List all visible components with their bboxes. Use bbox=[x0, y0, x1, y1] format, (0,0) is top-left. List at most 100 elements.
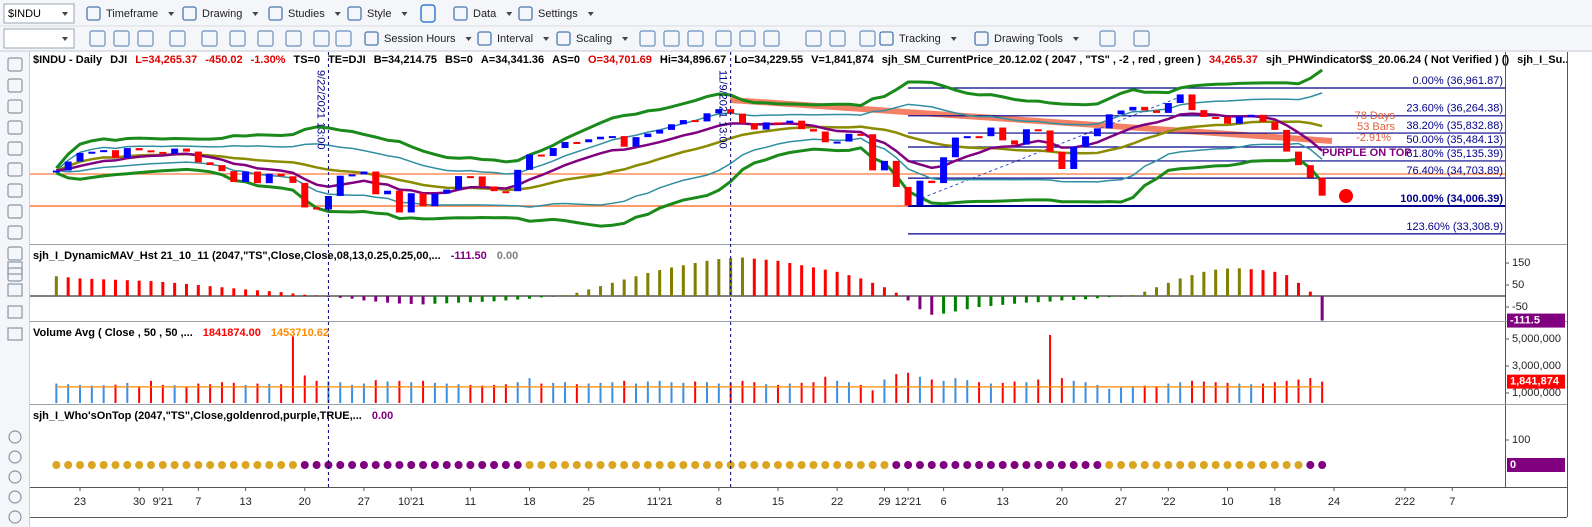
on-top-dot bbox=[584, 461, 593, 469]
candle bbox=[1200, 110, 1208, 117]
volume-bar bbox=[185, 386, 188, 403]
tool-icon[interactable] bbox=[7, 120, 23, 135]
tool-icon[interactable] bbox=[7, 283, 23, 297]
toolbar-button[interactable] bbox=[1133, 30, 1150, 47]
toolbar-button[interactable] bbox=[739, 30, 756, 47]
candle bbox=[999, 127, 1007, 141]
toolbar-menu[interactable]: Data bbox=[473, 8, 497, 20]
tool-icon[interactable] bbox=[7, 261, 23, 275]
toolbar-menu[interactable]: Scaling bbox=[576, 33, 612, 45]
on-top-dot bbox=[525, 461, 534, 469]
volume-bar bbox=[883, 379, 886, 403]
toolbar-button[interactable] bbox=[1099, 30, 1116, 47]
toolbar-menu[interactable]: Drawing Tools bbox=[994, 33, 1063, 45]
toolbar-menu[interactable]: Timeframe bbox=[106, 8, 158, 20]
tool-icon[interactable] bbox=[7, 99, 23, 114]
on-top-dot bbox=[430, 461, 439, 469]
histogram-bar bbox=[362, 296, 366, 301]
volume-bar bbox=[1013, 381, 1016, 403]
tool-icon[interactable] bbox=[7, 204, 23, 219]
toolbar-menu[interactable]: Style bbox=[367, 8, 391, 20]
tool-icon[interactable] bbox=[7, 141, 23, 156]
candle bbox=[289, 176, 297, 183]
toolbar-button[interactable] bbox=[113, 30, 130, 47]
toolbar-button[interactable] bbox=[763, 30, 780, 47]
toolbar-button[interactable] bbox=[201, 30, 218, 47]
volume-bar bbox=[433, 382, 436, 403]
volume-bar bbox=[682, 382, 685, 403]
candle bbox=[809, 129, 817, 132]
toolbar-button[interactable] bbox=[257, 30, 274, 47]
toolbar-button[interactable] bbox=[805, 30, 822, 47]
tool-icon[interactable] bbox=[7, 78, 23, 93]
toolbar-icon bbox=[974, 31, 989, 46]
tool-icon[interactable] bbox=[8, 490, 22, 504]
histogram-bar bbox=[1024, 296, 1028, 303]
toolbar-button[interactable] bbox=[169, 30, 186, 47]
on-top-dot bbox=[241, 461, 250, 469]
histogram-bar bbox=[528, 296, 532, 299]
candle bbox=[1070, 146, 1078, 170]
toolbar-button[interactable] bbox=[687, 30, 704, 47]
symbol-text: $INDU bbox=[8, 8, 41, 20]
tool-icon[interactable] bbox=[8, 450, 22, 464]
fib-label: 0.00% (36,961.87) bbox=[1412, 75, 1503, 87]
toolbar-button[interactable] bbox=[89, 30, 106, 47]
histogram-bar bbox=[1001, 296, 1005, 305]
toolbar-button[interactable] bbox=[285, 30, 302, 47]
toolbar-menu[interactable]: Drawing bbox=[202, 8, 242, 20]
tool-icon[interactable] bbox=[8, 430, 22, 444]
toolbar-button[interactable] bbox=[229, 30, 246, 47]
tool-icon[interactable] bbox=[8, 510, 22, 524]
toolbar-button[interactable] bbox=[639, 30, 656, 47]
x-tick-label: 13 bbox=[997, 496, 1009, 508]
toolbar-button[interactable] bbox=[715, 30, 732, 47]
histogram-bar bbox=[740, 257, 744, 297]
histogram-bar bbox=[184, 283, 188, 297]
toolbar-button[interactable] bbox=[663, 30, 680, 47]
tool-icon[interactable] bbox=[8, 470, 22, 484]
toolbar-button[interactable] bbox=[137, 30, 154, 47]
candle bbox=[1235, 116, 1243, 124]
toolbar-menu[interactable]: Tracking bbox=[899, 33, 941, 45]
tool-icon[interactable] bbox=[7, 246, 23, 261]
tool-icon[interactable] bbox=[7, 327, 23, 341]
on-top-dot bbox=[773, 461, 782, 469]
x-tick-label: 18 bbox=[1269, 496, 1281, 508]
symbol-combo[interactable] bbox=[3, 28, 75, 49]
toolbar-button[interactable] bbox=[335, 30, 352, 47]
toolbar-icon bbox=[268, 6, 283, 21]
panel-readout: 1841874.00 bbox=[203, 327, 261, 339]
volume-bar bbox=[729, 382, 732, 403]
candle bbox=[206, 162, 214, 166]
candle bbox=[253, 171, 261, 184]
toolbar-menu[interactable]: Session Hours bbox=[384, 33, 456, 45]
volume-bar bbox=[623, 380, 626, 403]
toolbar-menu[interactable]: Studies bbox=[288, 8, 325, 20]
on-top-dot bbox=[312, 461, 321, 469]
toolbar-button[interactable] bbox=[829, 30, 846, 47]
volume-bar bbox=[1238, 383, 1241, 403]
volume-bar bbox=[765, 384, 768, 403]
toolbar-menu[interactable]: Interval bbox=[497, 33, 533, 45]
histogram-bar bbox=[729, 258, 733, 297]
histogram-bar bbox=[1107, 296, 1111, 298]
tool-icon[interactable] bbox=[7, 183, 23, 198]
candle bbox=[857, 133, 865, 136]
candle bbox=[608, 136, 616, 139]
candle bbox=[1283, 129, 1291, 152]
tool-icon[interactable] bbox=[7, 305, 23, 319]
on-top-dot bbox=[324, 461, 333, 469]
volume-bar bbox=[1084, 382, 1087, 403]
symbol-input[interactable] bbox=[3, 3, 75, 24]
toolbar-menu[interactable]: Settings bbox=[538, 8, 578, 20]
toolbar-button[interactable] bbox=[313, 30, 330, 47]
header-item: TE=DJI bbox=[328, 54, 366, 66]
tool-icon[interactable] bbox=[7, 57, 23, 72]
candle bbox=[727, 109, 735, 114]
tool-icon[interactable] bbox=[7, 162, 23, 177]
tool-icon[interactable] bbox=[7, 225, 23, 240]
dropdown-arrow bbox=[62, 37, 68, 41]
toolbar-button[interactable] bbox=[859, 30, 876, 47]
